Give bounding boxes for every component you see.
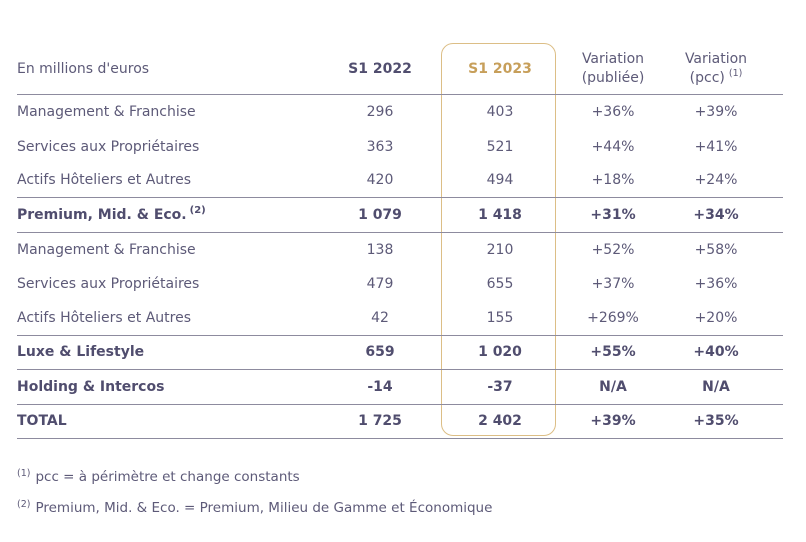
value-s1-2023: 210 <box>486 241 514 258</box>
row-label: Holding & Intercos <box>17 378 165 395</box>
value-variation-publiee: +52% <box>591 241 635 258</box>
row-label-cell: Management & Franchise <box>17 242 337 258</box>
column-header-s1-2022: S1 2022 <box>348 60 412 77</box>
table-row: Actifs Hôteliers et Autres 420 494 +18% … <box>17 164 783 199</box>
column-header-variation-pcc: Variation (pcc) (1) <box>649 50 783 88</box>
value-s1-2023: 2 402 <box>478 413 522 430</box>
row-label: Luxe & Lifestyle <box>17 344 145 361</box>
variation-publiee-line1: Variation <box>581 50 645 67</box>
value-variation-publiee: +18% <box>591 172 635 189</box>
value-variation-pcc: N/A <box>702 378 730 395</box>
footnote-2-text: Premium, Mid. & Eco. = Premium, Milieu d… <box>35 500 493 516</box>
value-s1-2022: 479 <box>366 276 394 293</box>
value-variation-publiee: +31% <box>590 206 636 223</box>
variation-pcc-line2: (pcc) <box>689 69 725 86</box>
variation-publiee-line2: (publiée) <box>581 69 645 86</box>
value-variation-pcc: +36% <box>694 276 738 293</box>
value-variation-publiee: +37% <box>591 276 635 293</box>
value-s1-2022: 420 <box>366 172 394 189</box>
footnote-ref-1: (1) <box>728 67 743 79</box>
row-label: Management & Franchise <box>17 104 196 121</box>
value-s1-2023: 1 020 <box>478 344 522 361</box>
row-label-cell: Services aux Propriétaires <box>17 276 337 292</box>
value-variation-pcc: +41% <box>694 138 738 155</box>
table-row: Premium, Mid. & Eco. (2) 1 079 1 418 +31%… <box>17 198 783 233</box>
value-s1-2023: 155 <box>486 310 514 327</box>
footnote-1-text: pcc = à périmètre et change constants <box>35 469 300 485</box>
value-variation-pcc: +39% <box>694 104 738 121</box>
row-label: TOTAL <box>17 413 67 430</box>
row-label: Management & Franchise <box>17 241 196 258</box>
value-s1-2023: 655 <box>486 276 514 293</box>
value-s1-2022: -14 <box>367 378 393 395</box>
table-row: Actifs Hôteliers et Autres 42 155 +269% … <box>17 301 783 336</box>
table-row: Luxe & Lifestyle 659 1 020 +55% +40% <box>17 336 783 371</box>
row-label-footnote-ref: (2) <box>189 205 206 217</box>
value-variation-publiee: +269% <box>587 310 639 327</box>
value-s1-2022: 42 <box>371 310 389 327</box>
row-label-cell: Premium, Mid. & Eco. (2) <box>17 205 337 223</box>
footnotes: (1) pcc = à périmètre et change constants… <box>17 466 492 528</box>
value-s1-2023: 403 <box>486 104 514 121</box>
row-label: Premium, Mid. & Eco. <box>17 206 187 223</box>
value-s1-2023: 494 <box>486 172 514 189</box>
value-variation-publiee: +55% <box>590 344 636 361</box>
footnote-1: (1) pcc = à périmètre et change constants <box>17 466 492 497</box>
value-s1-2022: 296 <box>366 104 394 121</box>
row-label: Services aux Propriétaires <box>17 138 200 155</box>
value-s1-2022: 138 <box>366 241 394 258</box>
value-variation-publiee: N/A <box>599 378 627 395</box>
table-row: TOTAL 1 725 2 402 +39% +35% <box>17 405 783 439</box>
row-label-cell: Holding & Intercos <box>17 379 337 395</box>
value-variation-pcc: +34% <box>693 206 739 223</box>
table-row: Services aux Propriétaires 479 655 +37% … <box>17 267 783 301</box>
row-label-cell: Actifs Hôteliers et Autres <box>17 172 337 188</box>
column-header-variation-publiee: Variation (publiée) <box>577 50 649 88</box>
value-variation-pcc: +58% <box>694 241 738 258</box>
footnote-1-marker: (1) <box>17 467 31 479</box>
column-header-s1-2023: S1 2023 <box>468 60 532 77</box>
table-header-row: En millions d'euros S1 2022 S1 2023 Vari… <box>17 43 783 95</box>
value-variation-publiee: +44% <box>591 138 635 155</box>
unit-label: En millions d'euros <box>17 60 150 77</box>
value-variation-pcc: +20% <box>694 310 738 327</box>
value-s1-2022: 1 079 <box>358 206 402 223</box>
value-variation-pcc: +24% <box>694 172 738 189</box>
row-label: Actifs Hôteliers et Autres <box>17 310 192 327</box>
value-s1-2023: 1 418 <box>478 206 522 223</box>
value-variation-pcc: +40% <box>693 344 739 361</box>
footnote-2: (2) Premium, Mid. & Eco. = Premium, Milie… <box>17 497 492 528</box>
value-s1-2023: -37 <box>487 378 513 395</box>
row-label-cell: Luxe & Lifestyle <box>17 344 337 360</box>
value-variation-publiee: +36% <box>591 104 635 121</box>
row-label: Actifs Hôteliers et Autres <box>17 172 192 189</box>
value-s1-2022: 1 725 <box>358 413 402 430</box>
table-row: Services aux Propriétaires 363 521 +44% … <box>17 129 783 163</box>
value-s1-2023: 521 <box>486 138 514 155</box>
table-row: Management & Franchise 296 403 +36% +39% <box>17 95 783 129</box>
row-label-cell: TOTAL <box>17 413 337 429</box>
table-body: Management & Franchise 296 403 +36% +39%… <box>17 95 783 439</box>
value-s1-2022: 363 <box>366 138 394 155</box>
row-label-cell: Services aux Propriétaires <box>17 139 337 155</box>
variation-pcc-line1: Variation <box>684 50 748 67</box>
row-label: Services aux Propriétaires <box>17 276 200 293</box>
footnote-2-marker: (2) <box>17 498 31 510</box>
table-row: Management & Franchise 138 210 +52% +58% <box>17 233 783 267</box>
revenue-table: En millions d'euros S1 2022 S1 2023 Vari… <box>17 43 783 439</box>
table-row: Holding & Intercos -14 -37 N/A N/A <box>17 370 783 405</box>
row-label-cell: Actifs Hôteliers et Autres <box>17 310 337 326</box>
value-variation-publiee: +39% <box>590 413 636 430</box>
value-variation-pcc: +35% <box>693 413 739 430</box>
row-label-cell: Management & Franchise <box>17 104 337 120</box>
value-s1-2022: 659 <box>365 344 395 361</box>
